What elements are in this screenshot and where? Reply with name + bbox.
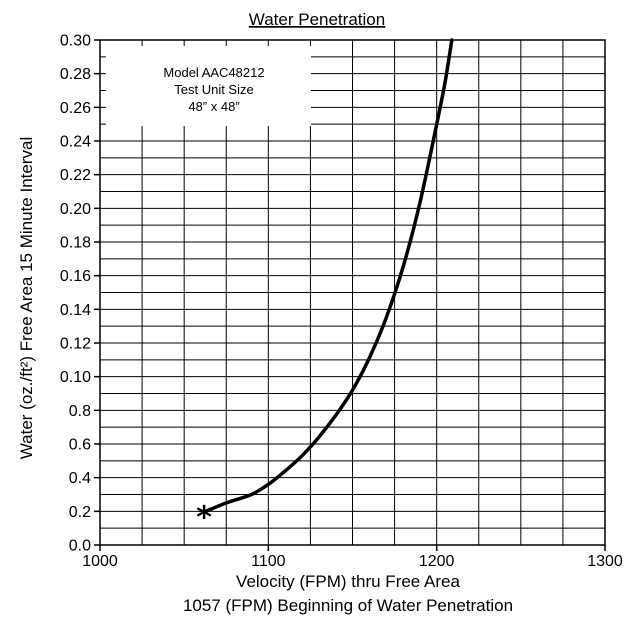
y-tick-label: 0.12: [60, 336, 91, 353]
x-tick-label: 1300: [587, 553, 623, 570]
y-tick-label: 0.16: [60, 268, 91, 285]
annotation-line-test-unit: Test Unit Size: [174, 82, 253, 97]
chart-title: Water Penetration: [249, 10, 385, 29]
annotation-line-size: 48” x 48”: [188, 99, 239, 114]
y-tick-label: 0.6: [69, 437, 91, 454]
y-tick-label: 0.8: [69, 403, 91, 420]
y-tick-label: 0.18: [60, 235, 91, 252]
series-marks: *: [196, 38, 454, 535]
y-tick-label: 0.14: [60, 302, 91, 319]
annotation-background: [106, 46, 311, 126]
start-marker-asterisk: *: [196, 500, 212, 535]
y-tick-label: 0.26: [60, 100, 91, 117]
y-tick-label: 0.28: [60, 66, 91, 83]
x-tick-label: 1200: [419, 553, 455, 570]
tick-labels: 0.0 0.2 0.4 0.6 0.8 0.10 0.12 0.14 0.16 0.18 0.20 0…: [60, 33, 623, 571]
axes: [94, 39, 606, 551]
water-penetration-curve: [204, 38, 454, 514]
y-tick-label: 0.4: [69, 470, 91, 487]
y-axis-label: Water (oz./ft²) Free Area 15 Minute Inte…: [17, 137, 36, 460]
y-tick-label: 0.24: [60, 134, 91, 151]
y-tick-label: 0.2: [69, 504, 91, 521]
annotation-line-model: Model AAC48212: [163, 65, 264, 80]
y-tick-label: 0.10: [60, 369, 91, 386]
x-axis-label: Velocity (FPM) thru Free Area: [236, 572, 460, 591]
x-tick-label: 1100: [251, 553, 286, 570]
y-tick-label: 0.30: [60, 33, 91, 50]
x-axis-sublabel: 1057 (FPM) Beginning of Water Penetratio…: [183, 596, 513, 615]
grid: [100, 40, 605, 545]
y-tick-label: 0.20: [60, 201, 91, 218]
y-tick-label: 0.0: [69, 538, 91, 555]
y-tick-label: 0.22: [60, 167, 91, 184]
plot-frame: [99, 39, 606, 546]
annotation-box: Model AAC48212 Test Unit Size 48” x 48”: [106, 46, 311, 126]
x-tick-label: 1000: [82, 553, 118, 570]
